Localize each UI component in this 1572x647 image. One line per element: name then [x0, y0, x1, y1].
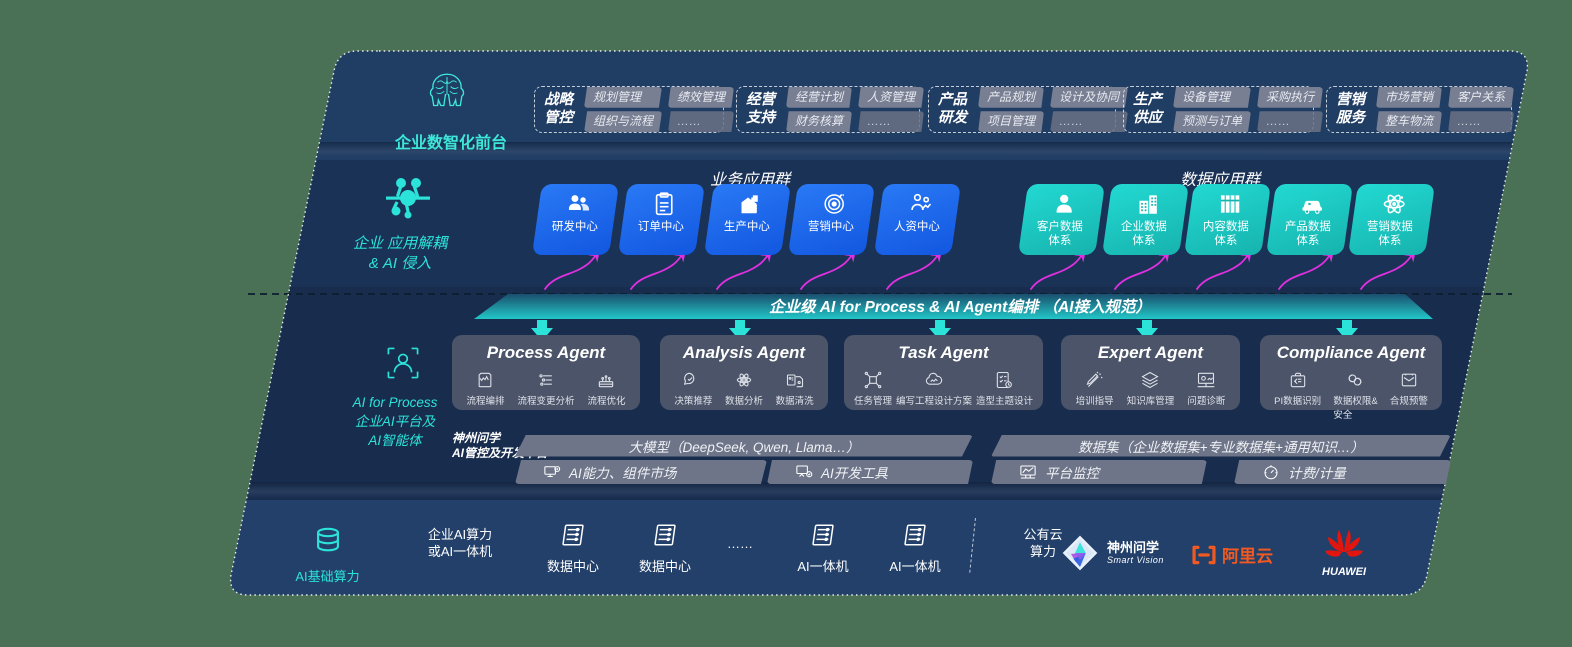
- svg-text:企业级 AI for Process & AI Agent编: 企业级 AI for Process & AI Agent编排 （AI接入规范）: [769, 298, 1151, 316]
